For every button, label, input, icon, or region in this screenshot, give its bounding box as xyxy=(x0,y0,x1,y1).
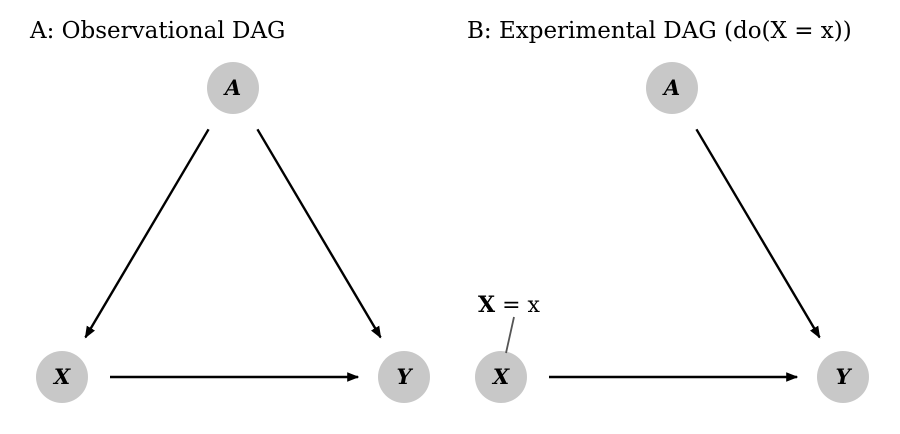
panel-a-node-x: X xyxy=(36,351,88,403)
panel-b-node-y: Y xyxy=(817,351,869,403)
panel-a-node-a-label: A xyxy=(223,75,241,100)
intervention-annotation-text: X = x xyxy=(478,292,540,318)
panel-a-node-y-circle xyxy=(378,351,430,403)
panel-b-title: B: Experimental DAG (do(X = x)) xyxy=(467,18,852,44)
panel-a-node-x-circle xyxy=(36,351,88,403)
panel-b-node-y-circle xyxy=(817,351,869,403)
panel-a-node-x-label: X xyxy=(52,364,71,389)
panel-b-edge-a-to-y xyxy=(695,128,821,339)
panel-a-edge-a-to-y xyxy=(256,128,382,339)
intervention-annotation-value: = x xyxy=(495,293,540,318)
panel-b-node-x-circle xyxy=(475,351,527,403)
panel-b-node-a-circle xyxy=(646,62,698,114)
panel-b-node-a: A xyxy=(646,62,698,114)
panel-b-node-x: X xyxy=(475,351,527,403)
panel-a-node-y: Y xyxy=(378,351,430,403)
panel-b-node-x-label: X xyxy=(491,364,510,389)
panel-a-node-a: A xyxy=(207,62,259,114)
intervention-annotation-variable: X xyxy=(478,292,496,318)
intervention-annotation-line xyxy=(505,316,515,354)
panel-a-title: A: Observational DAG xyxy=(30,18,286,44)
panel-a-edge-a-to-x xyxy=(84,128,210,339)
panel-b-node-y-label: Y xyxy=(836,364,853,389)
panel-a-node-y-label: Y xyxy=(397,364,414,389)
panel-b-node-a-label: A xyxy=(662,75,680,100)
panel-a-node-a-circle xyxy=(207,62,259,114)
